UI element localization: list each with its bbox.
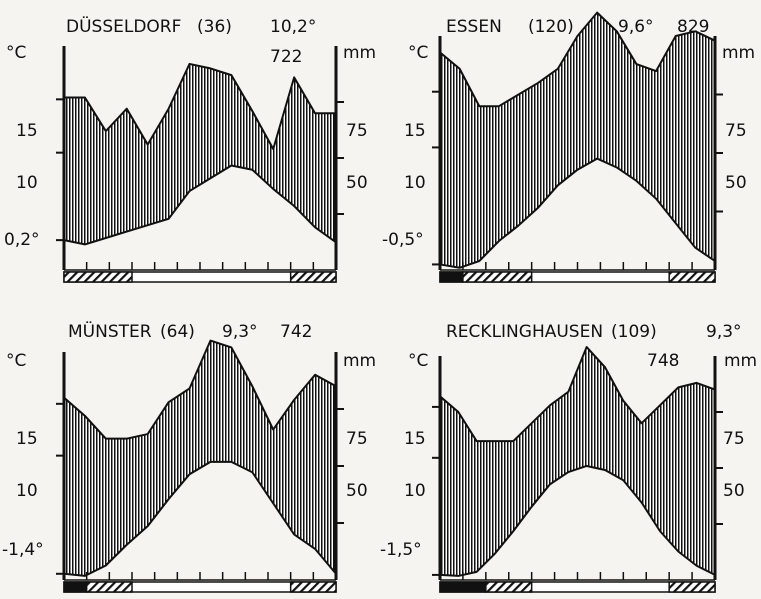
climate-band xyxy=(440,12,715,268)
precipitation-line xyxy=(439,346,716,443)
station-name: MÜNSTER xyxy=(68,320,152,342)
left-tick-15: 15 xyxy=(404,121,426,141)
frost-bar-hatched xyxy=(289,271,337,283)
plot-area xyxy=(56,339,344,593)
annual-precipitation: 748 xyxy=(647,351,679,371)
temperature-line xyxy=(63,164,337,246)
frost-bar-hatched xyxy=(63,271,133,283)
climate-band xyxy=(64,340,336,576)
precipitation-unit: mm xyxy=(724,351,757,371)
precipitation-unit: mm xyxy=(343,43,376,63)
min-temperature-label: -0,5° xyxy=(382,230,424,250)
left-tick-10: 10 xyxy=(16,173,38,193)
temperature-line xyxy=(439,157,716,269)
mean-temperature: 9,3° xyxy=(222,322,258,342)
min-temperature-label: 0,2° xyxy=(4,230,40,250)
station-elevation: (109) xyxy=(611,322,657,342)
temperature-line xyxy=(63,460,337,577)
station-elevation: (64) xyxy=(160,322,195,342)
mean-temperature: 9,6° xyxy=(618,17,654,37)
right-tick-75: 75 xyxy=(346,429,368,449)
left-tick-15: 15 xyxy=(16,429,38,449)
temperature-unit: °C xyxy=(408,43,428,63)
panel-recklinghausen: RECKLINGHAUSEN (109) 9,3° 748 °C mm 15 1… xyxy=(380,322,757,593)
panel-duesseldorf: DÜSSELDORF (36) 10,2° 722 °C mm 15 10 0,… xyxy=(4,15,376,283)
station-elevation: (120) xyxy=(528,17,574,37)
right-tick-75: 75 xyxy=(723,429,745,449)
left-tick-10: 10 xyxy=(404,481,426,501)
frost-bar-hatched xyxy=(485,581,533,593)
panel-essen: ESSEN (120) 9,6° 829 °C mm 15 10 -0,5° 7… xyxy=(382,11,755,283)
climate-band xyxy=(440,347,715,576)
precipitation-unit: mm xyxy=(722,43,755,63)
min-temperature-label: -1,4° xyxy=(2,540,44,560)
climate-band xyxy=(64,63,336,245)
temperature-unit: °C xyxy=(408,351,428,371)
right-tick-50: 50 xyxy=(725,173,747,193)
frost-bar-hatched xyxy=(668,581,716,593)
precipitation-line xyxy=(64,62,336,151)
panel-muenster: MÜNSTER (64) 9,3° 742 °C mm 15 10 -1,4° … xyxy=(2,320,376,593)
temperature-unit: °C xyxy=(6,351,26,371)
plot-area xyxy=(56,46,344,283)
frost-bar-hatched xyxy=(462,271,533,283)
right-tick-75: 75 xyxy=(346,121,368,141)
temperature-line xyxy=(439,464,716,577)
right-tick-50: 50 xyxy=(346,481,368,501)
plot-area xyxy=(432,11,723,283)
annual-precipitation: 742 xyxy=(280,322,312,342)
right-tick-75: 75 xyxy=(725,121,747,141)
annual-precipitation: 829 xyxy=(677,17,709,37)
right-tick-50: 50 xyxy=(346,173,368,193)
frost-bar-hatched xyxy=(668,271,716,283)
station-name: RECKLINGHAUSEN xyxy=(446,322,603,342)
mean-temperature: 9,3° xyxy=(706,322,742,342)
temperature-unit: °C xyxy=(6,43,26,63)
plot-area xyxy=(432,346,723,593)
frost-bar-solid xyxy=(439,581,487,593)
right-tick-50: 50 xyxy=(723,481,745,501)
frost-bar-hatched xyxy=(289,581,337,593)
station-name: DÜSSELDORF xyxy=(66,15,181,37)
station-name: ESSEN xyxy=(446,17,502,37)
left-tick-15: 15 xyxy=(404,429,426,449)
left-tick-15: 15 xyxy=(16,121,38,141)
station-elevation: (36) xyxy=(197,17,232,37)
min-temperature-label: -1,5° xyxy=(380,540,422,560)
frost-bar-solid xyxy=(439,271,464,283)
frost-bar-solid xyxy=(63,581,88,593)
frost-bar-hatched xyxy=(85,581,133,593)
left-tick-10: 10 xyxy=(404,173,426,193)
precipitation-line xyxy=(63,339,337,440)
left-tick-10: 10 xyxy=(16,481,38,501)
mean-temperature: 10,2° xyxy=(270,17,316,37)
annual-precipitation: 722 xyxy=(270,47,302,67)
precipitation-line xyxy=(439,11,716,108)
precipitation-unit: mm xyxy=(343,351,376,371)
